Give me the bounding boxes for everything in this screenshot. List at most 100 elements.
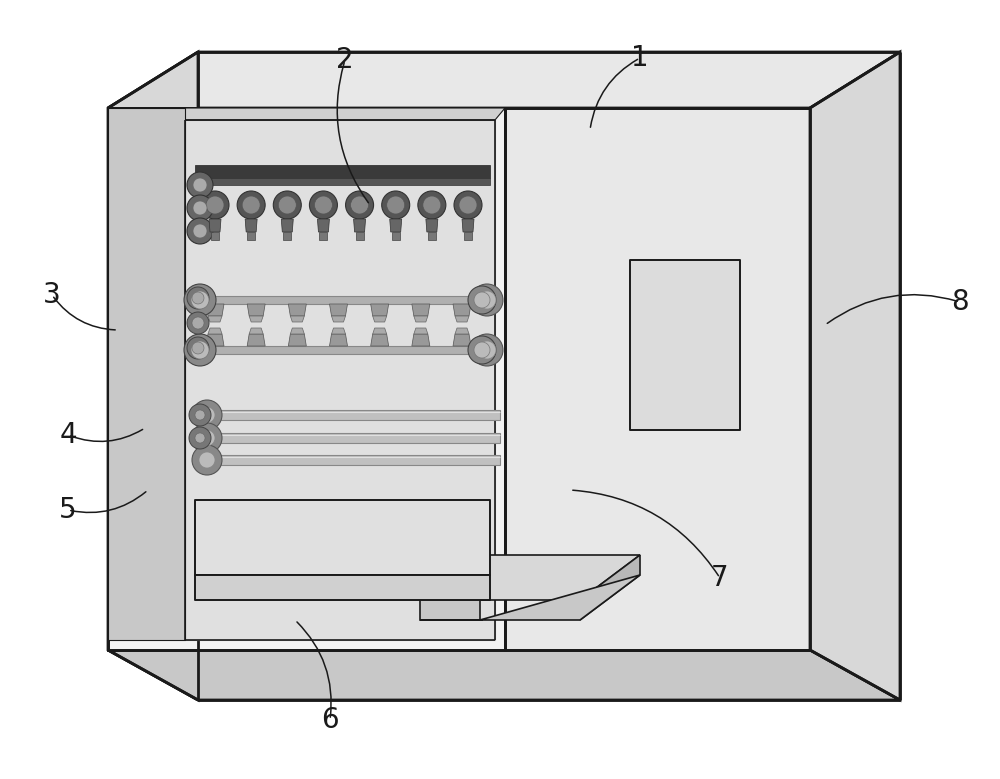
Circle shape	[468, 286, 496, 314]
Polygon shape	[356, 232, 364, 240]
Polygon shape	[200, 455, 500, 465]
Circle shape	[192, 423, 222, 453]
Circle shape	[278, 196, 296, 214]
Polygon shape	[108, 108, 505, 650]
Circle shape	[478, 291, 496, 309]
Circle shape	[191, 341, 209, 359]
Circle shape	[193, 178, 207, 192]
Polygon shape	[281, 219, 293, 232]
Polygon shape	[580, 555, 640, 620]
Circle shape	[192, 342, 204, 354]
Circle shape	[237, 191, 265, 219]
Polygon shape	[249, 316, 263, 322]
Circle shape	[187, 218, 213, 244]
Polygon shape	[453, 334, 471, 346]
Polygon shape	[332, 316, 346, 322]
Circle shape	[189, 404, 211, 426]
Polygon shape	[247, 304, 265, 316]
Circle shape	[351, 196, 369, 214]
Circle shape	[423, 196, 441, 214]
Text: 7: 7	[711, 564, 729, 592]
Polygon shape	[245, 219, 257, 232]
Polygon shape	[206, 334, 224, 346]
Polygon shape	[288, 304, 306, 316]
Text: 8: 8	[951, 288, 969, 316]
Circle shape	[192, 292, 204, 304]
Polygon shape	[108, 52, 198, 700]
Polygon shape	[247, 232, 255, 240]
Polygon shape	[290, 316, 304, 322]
Polygon shape	[330, 334, 348, 346]
Polygon shape	[373, 328, 387, 334]
Circle shape	[454, 191, 482, 219]
Circle shape	[191, 291, 209, 309]
Polygon shape	[290, 328, 304, 334]
Polygon shape	[185, 108, 505, 120]
Circle shape	[418, 191, 446, 219]
Polygon shape	[414, 328, 428, 334]
Circle shape	[195, 410, 205, 420]
Circle shape	[459, 196, 477, 214]
Circle shape	[192, 400, 222, 430]
Polygon shape	[208, 328, 222, 334]
Polygon shape	[200, 410, 500, 420]
Text: 5: 5	[59, 496, 77, 524]
Polygon shape	[108, 108, 185, 640]
Polygon shape	[283, 232, 291, 240]
Polygon shape	[420, 555, 640, 600]
Circle shape	[187, 195, 213, 221]
Circle shape	[273, 191, 301, 219]
Polygon shape	[373, 316, 387, 322]
Polygon shape	[108, 52, 900, 108]
Circle shape	[189, 427, 211, 449]
Polygon shape	[195, 346, 490, 354]
Circle shape	[192, 317, 204, 329]
Circle shape	[314, 196, 332, 214]
Circle shape	[206, 196, 224, 214]
Polygon shape	[249, 328, 263, 334]
Text: 6: 6	[321, 706, 339, 734]
Polygon shape	[206, 304, 224, 316]
Polygon shape	[195, 575, 490, 600]
Polygon shape	[412, 334, 430, 346]
Polygon shape	[195, 165, 490, 178]
Circle shape	[474, 342, 490, 358]
Polygon shape	[455, 328, 469, 334]
Circle shape	[187, 172, 213, 198]
Polygon shape	[108, 650, 900, 700]
Polygon shape	[810, 52, 900, 700]
Polygon shape	[392, 232, 400, 240]
Polygon shape	[211, 232, 219, 240]
Polygon shape	[330, 304, 348, 316]
Polygon shape	[390, 219, 402, 232]
Circle shape	[382, 191, 410, 219]
Circle shape	[199, 452, 215, 468]
Circle shape	[193, 201, 207, 215]
Circle shape	[471, 284, 503, 316]
Polygon shape	[412, 304, 430, 316]
Circle shape	[184, 334, 216, 366]
Polygon shape	[247, 334, 265, 346]
Circle shape	[471, 334, 503, 366]
Polygon shape	[453, 304, 471, 316]
Polygon shape	[332, 328, 346, 334]
Polygon shape	[630, 260, 740, 430]
Circle shape	[474, 292, 490, 308]
Circle shape	[187, 287, 209, 309]
Polygon shape	[428, 232, 436, 240]
Polygon shape	[195, 500, 490, 575]
Circle shape	[187, 312, 209, 334]
Circle shape	[187, 337, 209, 359]
Circle shape	[195, 433, 205, 443]
Text: 4: 4	[59, 421, 77, 449]
Polygon shape	[319, 232, 327, 240]
Polygon shape	[505, 108, 810, 650]
Circle shape	[199, 407, 215, 423]
Circle shape	[242, 196, 260, 214]
Circle shape	[387, 196, 405, 214]
Polygon shape	[426, 219, 438, 232]
Polygon shape	[208, 316, 222, 322]
Circle shape	[201, 191, 229, 219]
Polygon shape	[371, 334, 389, 346]
Polygon shape	[420, 555, 480, 620]
